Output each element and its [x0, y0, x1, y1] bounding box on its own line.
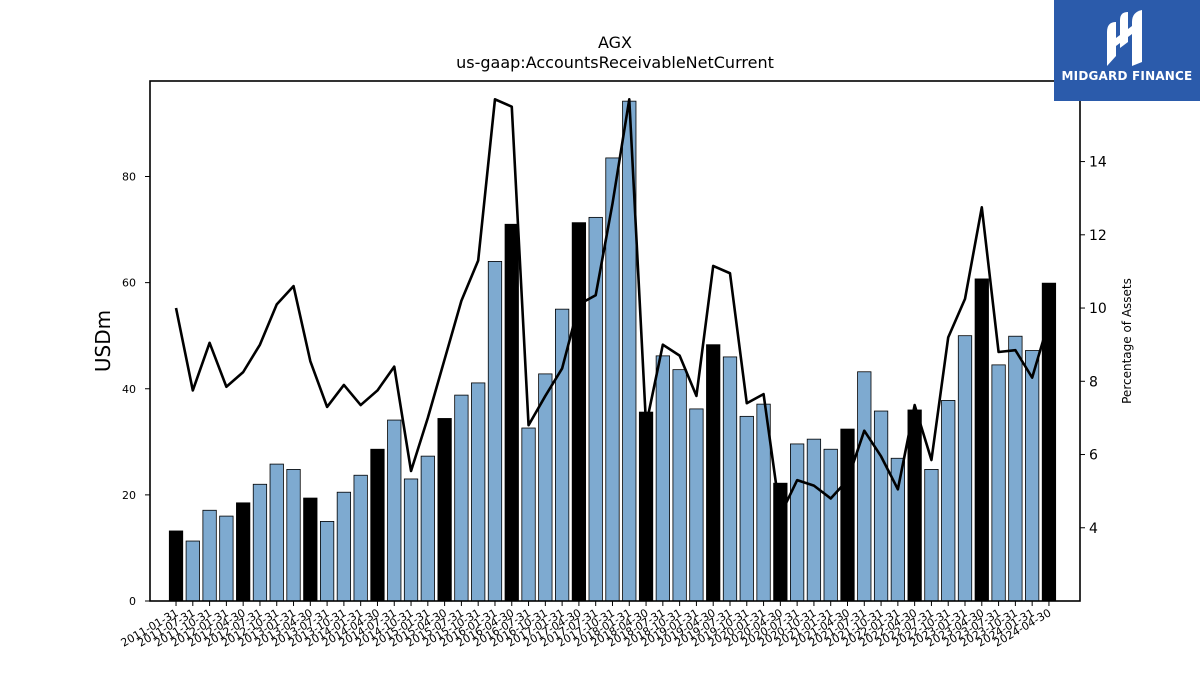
midgard-logo-icon — [1107, 10, 1142, 66]
bar-16 — [420, 455, 435, 602]
bar-32 — [689, 408, 704, 602]
bar-39 — [806, 438, 822, 602]
bar-50 — [991, 364, 1006, 602]
chart-subtitle: us-gaap:AccountsReceivableNetCurrent — [456, 53, 774, 72]
bar-19 — [471, 382, 486, 602]
y-tick-label: 20 — [122, 489, 136, 502]
plot-frame — [149, 80, 1081, 602]
percentage-line — [174, 98, 1051, 517]
bar-23 — [538, 373, 553, 602]
y2-tick-label: 8 — [1089, 374, 1098, 390]
bar-42 — [857, 371, 872, 602]
bar-34 — [722, 356, 738, 602]
bar-series — [168, 100, 1057, 602]
y2-tick-label: 14 — [1089, 155, 1107, 171]
y-tick-label: 60 — [122, 277, 136, 290]
bar-15 — [403, 478, 419, 602]
bar-17 — [437, 418, 452, 602]
bar-53 — [1041, 282, 1057, 602]
bar-38 — [790, 443, 805, 602]
bar-35 — [739, 415, 754, 602]
bar-51 — [1008, 335, 1023, 602]
y-tick-label: 0 — [129, 595, 136, 608]
logo-text: MIDGARD FINANCE — [1061, 69, 1193, 83]
bar-41 — [840, 428, 855, 602]
bar-29 — [638, 411, 654, 602]
bar-12 — [353, 474, 368, 602]
bar-45 — [907, 409, 922, 602]
bar-1 — [168, 530, 184, 602]
bar-7 — [269, 463, 284, 602]
bar-21 — [504, 223, 519, 602]
y2-axis-ticks: 4 6 8 10 12 14 — [1080, 155, 1107, 537]
bar-9 — [303, 497, 318, 602]
y-tick-label: 40 — [122, 383, 136, 396]
y2-axis-label: Percentage of Assets — [1120, 278, 1134, 404]
bar-37 — [773, 482, 788, 602]
bar-47 — [941, 400, 956, 602]
bar-52 — [1025, 350, 1040, 602]
y-axis-label: USDm — [91, 310, 115, 372]
y-axis-ticks: 0 20 40 60 80 — [122, 171, 150, 608]
bar-11 — [336, 491, 352, 602]
bar-13 — [370, 448, 385, 602]
bar-25 — [571, 222, 587, 602]
y2-tick-label: 12 — [1089, 228, 1107, 244]
axes — [149, 80, 1081, 602]
bar-49 — [974, 278, 989, 602]
y2-tick-label: 4 — [1089, 521, 1098, 537]
bar-20 — [487, 261, 503, 602]
bar-43 — [873, 410, 889, 602]
bar-10 — [319, 521, 335, 602]
bar-6 — [252, 483, 268, 602]
bar-48 — [957, 335, 973, 602]
y2-tick-label: 6 — [1089, 448, 1098, 464]
bar-33 — [706, 344, 721, 602]
chart-title: AGX — [598, 33, 632, 52]
bar-14 — [387, 419, 402, 602]
bar-5 — [236, 502, 251, 602]
bar-31 — [672, 369, 687, 602]
y2-tick-label: 10 — [1089, 301, 1107, 317]
bar-18 — [454, 394, 469, 602]
bar-22 — [521, 427, 536, 602]
bar-46 — [924, 469, 939, 602]
x-axis-ticks: 2011-01-312011-07-312011-10-312012-01-31… — [119, 601, 1053, 650]
bar-2 — [185, 540, 200, 602]
bar-3 — [202, 509, 217, 602]
bar-4 — [219, 515, 234, 602]
line-series — [174, 98, 1051, 517]
bar-30 — [655, 355, 670, 602]
y-tick-label: 80 — [122, 171, 136, 184]
midgard-finance-logo: MIDGARD FINANCE — [1054, 0, 1200, 101]
bar-8 — [286, 469, 301, 602]
bar-40 — [823, 448, 838, 602]
